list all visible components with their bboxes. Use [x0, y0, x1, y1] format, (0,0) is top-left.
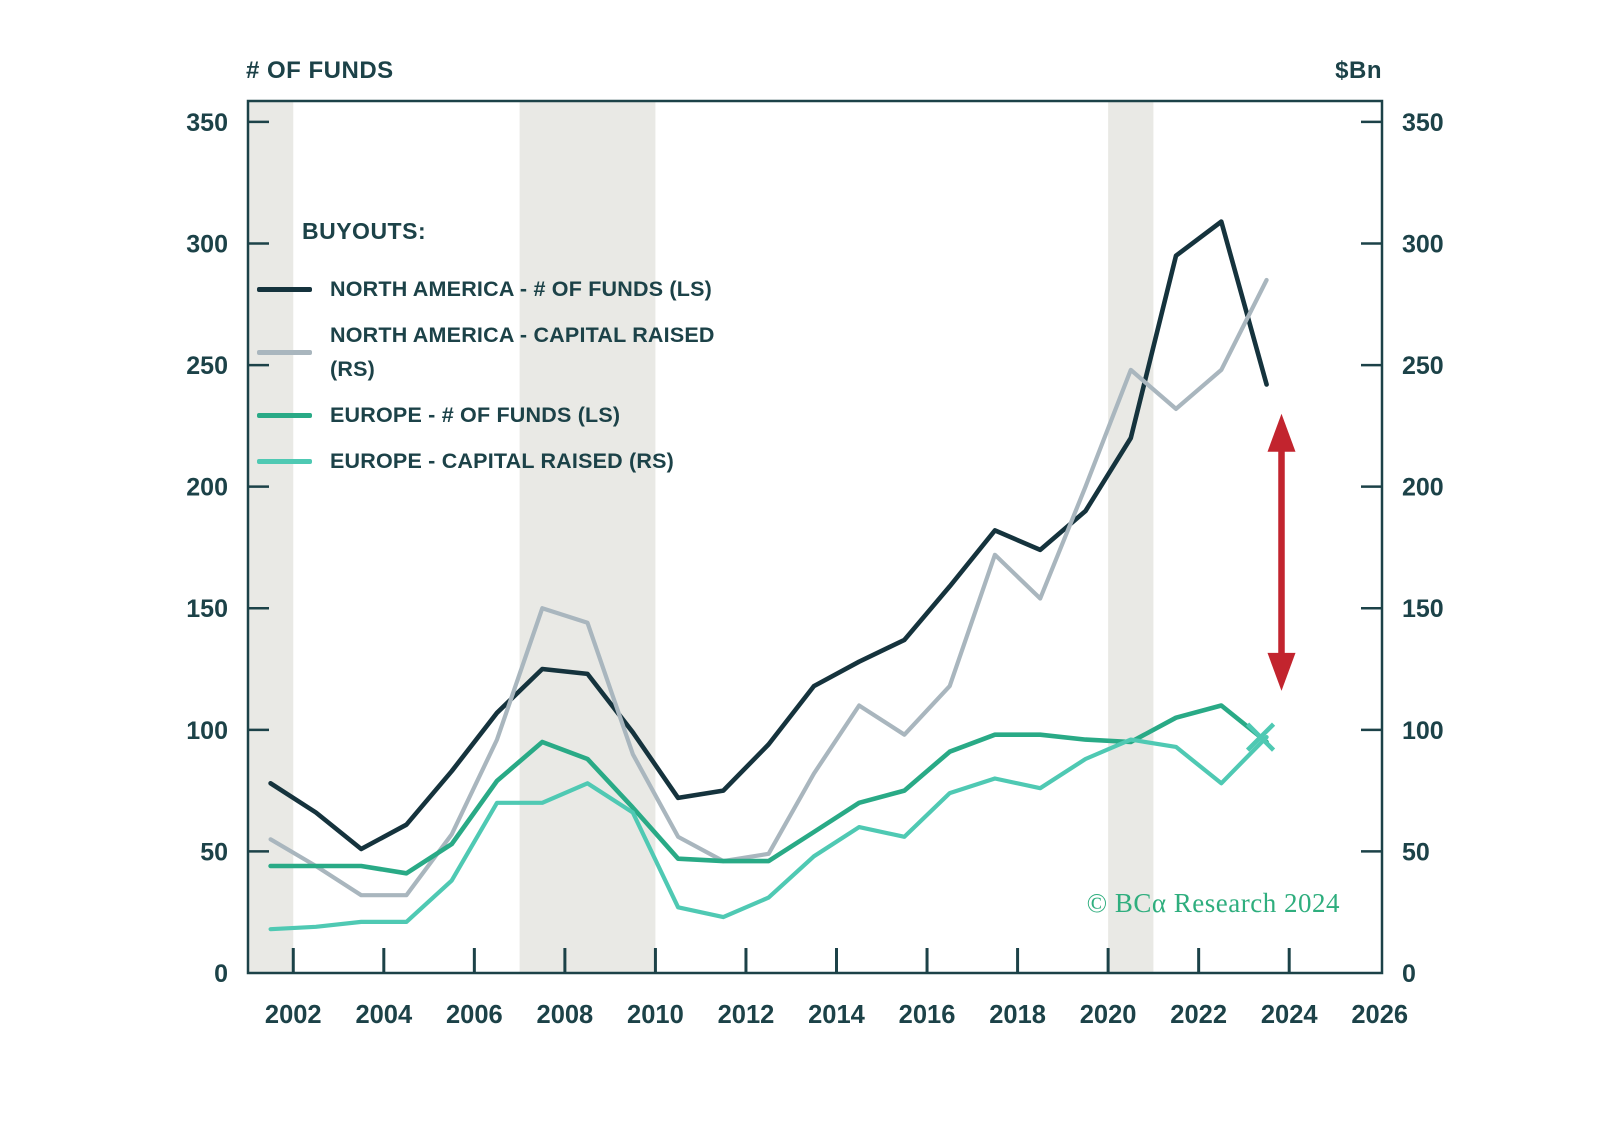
recession-band [248, 101, 294, 973]
x-tick-label: 2020 [1080, 1001, 1137, 1029]
left-y-tick-label: 350 [186, 109, 228, 137]
left-y-tick-label: 100 [186, 717, 228, 745]
legend-label-europe-funds: EUROPE - # OF FUNDS (LS) [330, 402, 621, 427]
x-tick-label: 2026 [1351, 1001, 1408, 1029]
left-y-tick-label: 250 [186, 352, 228, 380]
legend-item-na-funds: NORTH AMERICA - # OF FUNDS (LS) [257, 273, 757, 306]
chart-legend: BUYOUTS: NORTH AMERICA - # OF FUNDS (LS)… [257, 218, 757, 492]
left-y-tick-label: 200 [186, 474, 228, 502]
left-y-tick-label: 50 [200, 838, 228, 866]
right-y-tick-label: 300 [1402, 230, 1444, 258]
right-y-tick-label: 50 [1402, 838, 1430, 866]
right-y-tick-label: 350 [1402, 109, 1444, 137]
legend-item-europe-funds: EUROPE - # OF FUNDS (LS) [257, 399, 757, 432]
x-tick-label: 2014 [808, 1001, 866, 1029]
plot-border [246, 99, 1384, 975]
series-end-x-marker [1245, 722, 1276, 752]
legend-title: BUYOUTS: [302, 218, 427, 244]
gap-arrow-head-down [1267, 652, 1296, 691]
legend-label-europe-capital: EUROPE - CAPITAL RAISED (RS) [330, 449, 675, 474]
series-line-0 [268, 219, 1269, 852]
legend-label-na-capital: NORTH AMERICA - CAPITAL RAISED (RS) [330, 323, 715, 381]
legend-item-na-capital: NORTH AMERICA - CAPITAL RAISED (RS) [257, 319, 757, 386]
europe-funds-line-swatch [257, 413, 312, 419]
x-tick-label: 2004 [355, 1001, 413, 1029]
series-line-3 [268, 734, 1269, 932]
na-capital-line-swatch [257, 350, 312, 356]
x-tick-label: 2010 [627, 1001, 684, 1029]
x-tick-label: 2008 [537, 1001, 594, 1029]
right-y-tick-label: 150 [1402, 595, 1444, 623]
right-y-tick-label: 200 [1402, 474, 1444, 502]
left-y-tick-label: 150 [186, 595, 228, 623]
europe-capital-line-swatch [257, 459, 312, 465]
x-tick-label: 2016 [899, 1001, 956, 1029]
x-tick-label: 2018 [989, 1001, 1046, 1029]
right-y-tick-label: 100 [1402, 717, 1444, 745]
na-funds-line-swatch [257, 287, 312, 293]
right-axis-title: $Bn [1335, 57, 1382, 84]
right-y-tick-label: 250 [1402, 352, 1444, 380]
x-tick-label: 2022 [1170, 1001, 1227, 1029]
x-tick-label: 2002 [265, 1001, 322, 1029]
x-tick-label: 2012 [718, 1001, 775, 1029]
legend-label-na-funds: NORTH AMERICA - # OF FUNDS (LS) [330, 277, 713, 301]
legend-item-europe-capital: EUROPE - CAPITAL RAISED (RS) [257, 445, 757, 478]
recession-band [1108, 101, 1154, 973]
gap-arrow-head-up [1267, 413, 1296, 452]
bca-research-copyright: © BCα Research 2024 [1086, 888, 1340, 918]
right-y-tick-label: 0 [1402, 960, 1416, 988]
series-line-2 [268, 703, 1269, 876]
left-axis-title: # OF FUNDS [246, 57, 394, 84]
x-tick-label: 2024 [1261, 1001, 1319, 1029]
recession-band [519, 101, 656, 973]
left-y-tick-label: 0 [214, 960, 228, 988]
x-tick-label: 2006 [446, 1001, 503, 1029]
left-y-tick-label: 300 [186, 230, 228, 258]
